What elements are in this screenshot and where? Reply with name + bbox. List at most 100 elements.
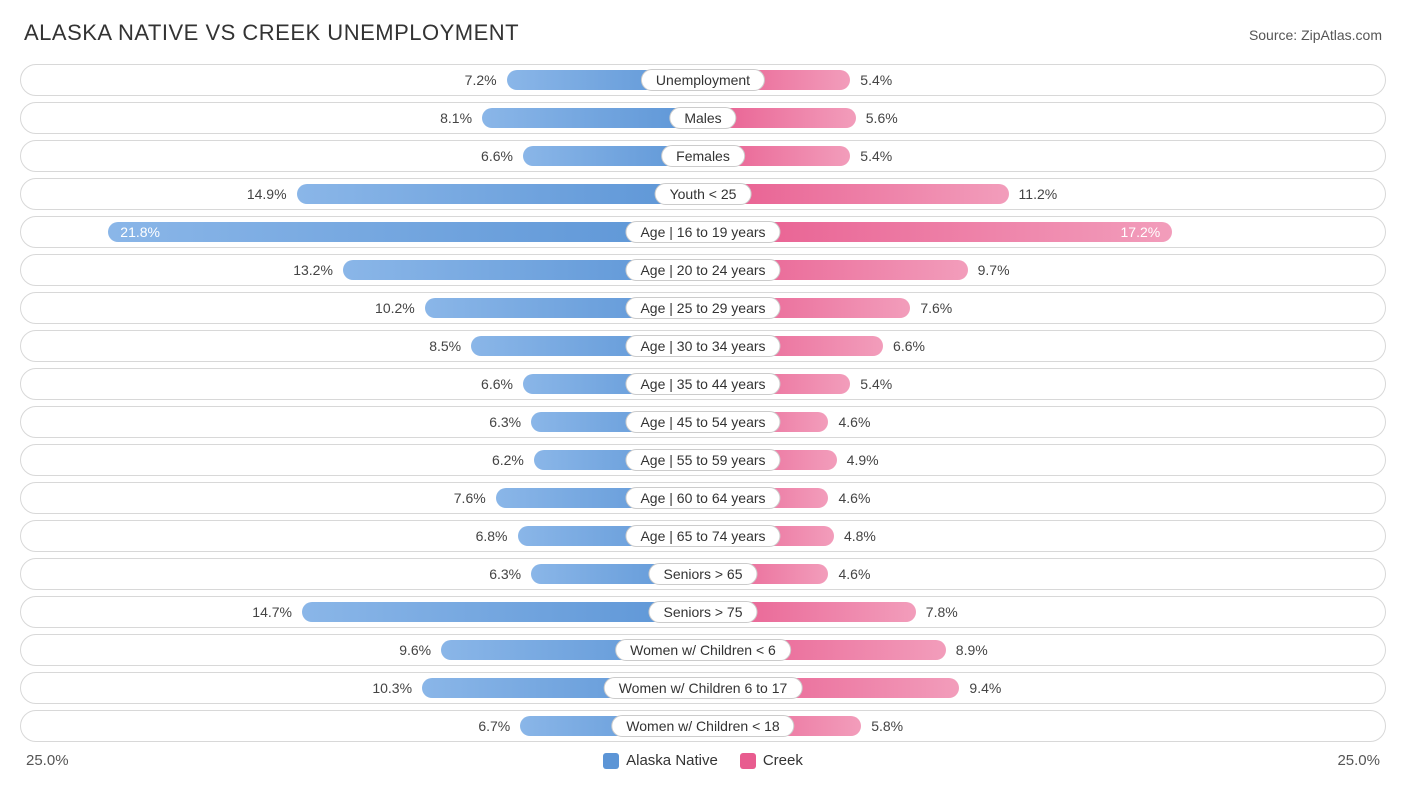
row-category-label: Women w/ Children < 6 — [615, 639, 791, 661]
chart-row: 10.3%9.4%Women w/ Children 6 to 17 — [20, 672, 1386, 704]
bar-half-left: 6.2% — [21, 445, 703, 475]
chart-row: 8.1% 5.6% Males — [20, 102, 1386, 134]
chart-row: 6.3%4.6%Age | 45 to 54 years — [20, 406, 1386, 438]
bar-half-left: 14.9% — [21, 179, 703, 209]
value-label-left: 10.3% — [362, 680, 422, 696]
row-category-label: Age | 60 to 64 years — [625, 487, 780, 509]
row-category-label: Age | 65 to 74 years — [625, 525, 780, 547]
value-label-right: 9.7% — [968, 262, 1020, 278]
chart-row: 21.8% 17.2% Age | 16 to 19 years — [20, 216, 1386, 248]
axis-label-right: 25.0% — [1337, 752, 1380, 769]
value-label-right: 17.2% — [1109, 224, 1173, 240]
value-label-right: 4.6% — [828, 490, 880, 506]
bar-half-left: 6.6% — [21, 369, 703, 399]
bar-half-left: 14.7% — [21, 597, 703, 627]
bar-half-left: 6.3% — [21, 407, 703, 437]
chart-row: 8.5%6.6%Age | 30 to 34 years — [20, 330, 1386, 362]
chart-row: 9.6% 8.9% Women w/ Children < 6 — [20, 634, 1386, 666]
legend-swatch-left — [603, 753, 619, 769]
bar-half-right: 5.4% — [703, 141, 1385, 171]
chart-header: ALASKA NATIVE VS CREEK UNEMPLOYMENT Sour… — [20, 20, 1386, 46]
bar-half-right: 5.4% — [703, 65, 1385, 95]
value-label-right: 8.9% — [946, 642, 998, 658]
bar-half-right: 9.7% — [703, 255, 1385, 285]
bar-left — [302, 602, 703, 622]
bar-half-right: 17.2% — [703, 217, 1385, 247]
bar-half-right: 4.6% — [703, 483, 1385, 513]
chart-row: 10.2%7.6%Age | 25 to 29 years — [20, 292, 1386, 324]
legend-swatch-right — [740, 753, 756, 769]
axis-label-left: 25.0% — [26, 752, 69, 769]
bar-half-right: 5.6% — [703, 103, 1385, 133]
legend: Alaska Native Creek — [603, 752, 803, 769]
bar-half-right: 4.6% — [703, 559, 1385, 589]
chart-row: 7.6% 4.6% Age | 60 to 64 years — [20, 482, 1386, 514]
bar-left — [297, 184, 703, 204]
bar-half-right: 4.9% — [703, 445, 1385, 475]
value-label-left: 13.2% — [283, 262, 343, 278]
value-label-left: 14.9% — [237, 186, 297, 202]
row-category-label: Youth < 25 — [655, 183, 752, 205]
value-label-right: 6.6% — [883, 338, 935, 354]
bar-half-right: 7.6% — [703, 293, 1385, 323]
bar-half-right: 8.9% — [703, 635, 1385, 665]
value-label-left: 6.8% — [466, 528, 518, 544]
row-category-label: Age | 16 to 19 years — [625, 221, 780, 243]
value-label-left: 7.6% — [444, 490, 496, 506]
chart-title: ALASKA NATIVE VS CREEK UNEMPLOYMENT — [24, 20, 519, 46]
bar-half-left: 7.6% — [21, 483, 703, 513]
chart-source: Source: ZipAtlas.com — [1249, 27, 1382, 43]
chart-row: 14.7%7.8%Seniors > 75 — [20, 596, 1386, 628]
value-label-right: 9.4% — [959, 680, 1011, 696]
chart-row: 14.9% 11.2% Youth < 25 — [20, 178, 1386, 210]
bidirectional-bar-chart: 7.2%5.4%Unemployment8.1%5.6%Males6.6%5.4… — [20, 64, 1386, 742]
chart-row: 6.7% 5.8% Women w/ Children < 18 — [20, 710, 1386, 742]
bar-half-right: 7.8% — [703, 597, 1385, 627]
bar-half-left: 10.2% — [21, 293, 703, 323]
bar-half-left: 6.3% — [21, 559, 703, 589]
value-label-right: 4.6% — [828, 414, 880, 430]
legend-item-right: Creek — [740, 752, 803, 769]
bar-half-left: 7.2% — [21, 65, 703, 95]
value-label-right: 4.9% — [837, 452, 889, 468]
row-category-label: Seniors > 65 — [649, 563, 758, 585]
value-label-right: 5.8% — [861, 718, 913, 734]
bar-left: 21.8% — [108, 222, 703, 242]
value-label-right: 11.2% — [1009, 186, 1068, 202]
value-label-left: 6.2% — [482, 452, 534, 468]
value-label-left: 8.1% — [430, 110, 482, 126]
value-label-right: 5.4% — [850, 148, 902, 164]
chart-row: 6.8% 4.8% Age | 65 to 74 years — [20, 520, 1386, 552]
bar-half-left: 6.6% — [21, 141, 703, 171]
chart-row: 7.2%5.4%Unemployment — [20, 64, 1386, 96]
chart-row: 13.2%9.7%Age | 20 to 24 years — [20, 254, 1386, 286]
bar-half-right: 5.4% — [703, 369, 1385, 399]
bar-half-right: 6.6% — [703, 331, 1385, 361]
value-label-right: 4.8% — [834, 528, 886, 544]
bar-half-left: 21.8% — [21, 217, 703, 247]
legend-label-left: Alaska Native — [626, 752, 718, 769]
row-category-label: Males — [669, 107, 736, 129]
value-label-left: 9.6% — [389, 642, 441, 658]
row-category-label: Females — [661, 145, 745, 167]
value-label-left: 6.7% — [468, 718, 520, 734]
row-category-label: Age | 55 to 59 years — [625, 449, 780, 471]
value-label-left: 6.3% — [479, 414, 531, 430]
legend-item-left: Alaska Native — [603, 752, 718, 769]
value-label-right: 5.4% — [850, 376, 902, 392]
value-label-right: 4.6% — [828, 566, 880, 582]
bar-half-left: 6.8% — [21, 521, 703, 551]
bar-half-right: 11.2% — [703, 179, 1385, 209]
value-label-left: 6.6% — [471, 148, 523, 164]
value-label-right: 7.6% — [910, 300, 962, 316]
chart-footer: 25.0% Alaska Native Creek 25.0% — [20, 752, 1386, 769]
chart-row: 6.2% 4.9% Age | 55 to 59 years — [20, 444, 1386, 476]
bar-half-right: 9.4% — [703, 673, 1385, 703]
value-label-left: 10.2% — [365, 300, 425, 316]
value-label-right: 5.6% — [856, 110, 908, 126]
bar-half-left: 13.2% — [21, 255, 703, 285]
value-label-right: 5.4% — [850, 72, 902, 88]
chart-row: 6.3% 4.6% Seniors > 65 — [20, 558, 1386, 590]
bar-half-right: 5.8% — [703, 711, 1385, 741]
row-category-label: Women w/ Children < 18 — [611, 715, 794, 737]
